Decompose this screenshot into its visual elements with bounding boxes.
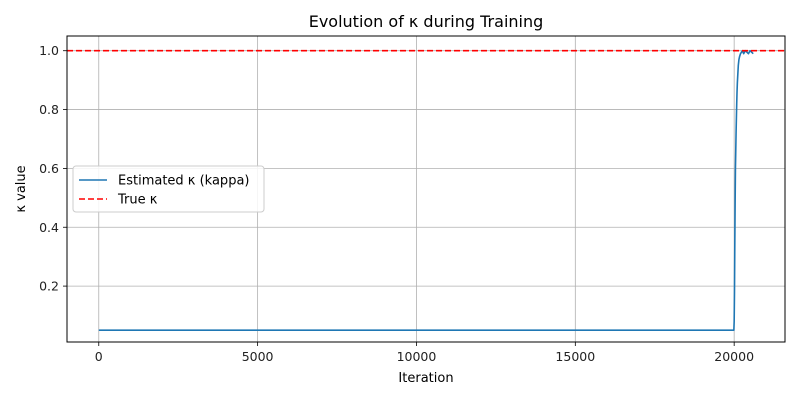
x-tick-label: 20000	[714, 349, 754, 364]
y-tick-label: 0.2	[39, 279, 59, 294]
x-tick-label: 0	[95, 349, 103, 364]
legend-box	[72, 165, 265, 213]
y-tick-label: 0.6	[39, 161, 59, 176]
series-layer	[67, 49, 785, 332]
x-axis-title: Iteration	[398, 371, 453, 386]
y-axis-title: κ value	[14, 165, 29, 212]
x-tick-label: 15000	[555, 349, 595, 364]
plot-frame	[66, 35, 786, 343]
chart-title: Evolution of κ during Training	[309, 12, 544, 31]
x-tick-label: 10000	[397, 349, 437, 364]
legend: Estimated κ (kappa) True κ	[72, 165, 265, 213]
y-tick-label: 0.8	[39, 102, 59, 117]
legend-label-estimated: Estimated κ (kappa)	[118, 174, 249, 189]
y-tick-label: 1.0	[39, 43, 59, 58]
y-tick-label: 0.4	[39, 220, 59, 235]
legend-label-true: True κ	[117, 193, 158, 208]
x-tick-label: 5000	[242, 349, 274, 364]
axis-ticks: 0 5000 10000 15000 20000 0.2 0.4 0.6 0.8 1.0	[39, 43, 754, 364]
